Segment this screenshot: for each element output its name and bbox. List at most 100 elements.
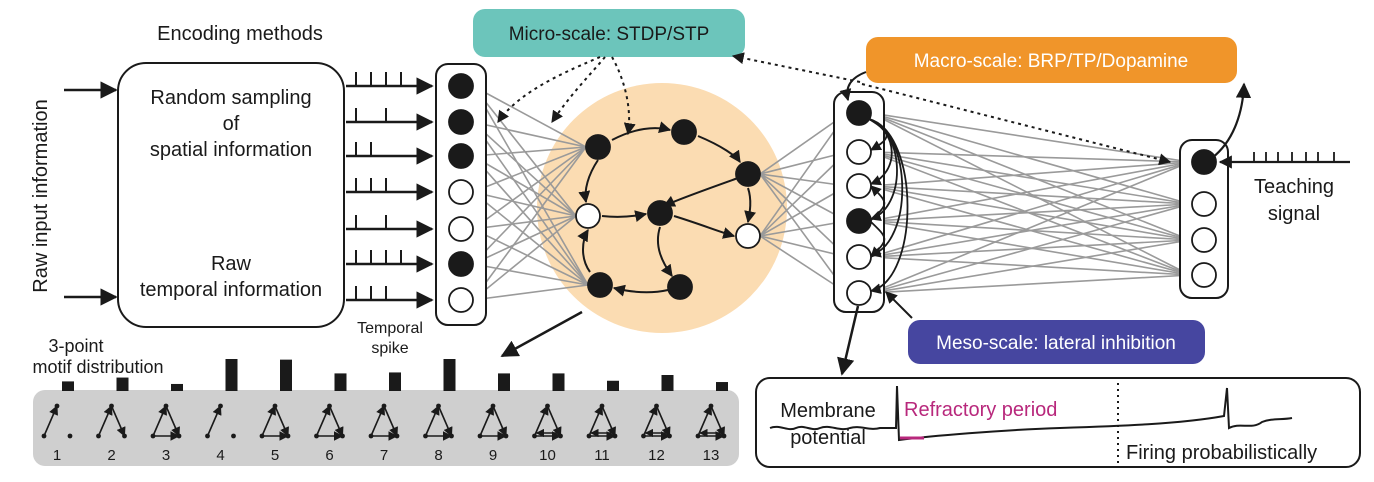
motif-number: 12 bbox=[648, 447, 665, 464]
reservoir-arrow bbox=[697, 135, 741, 163]
input-neuron bbox=[448, 179, 474, 205]
motif-node bbox=[231, 433, 236, 439]
input-neuron bbox=[448, 73, 474, 99]
input-reservoir-connection bbox=[472, 85, 587, 148]
motif-node bbox=[449, 433, 454, 439]
connection-lines bbox=[472, 85, 1191, 301]
hidden-output-connection bbox=[870, 239, 1191, 294]
reservoir-hidden-connection bbox=[759, 151, 848, 237]
hidden-output-connection bbox=[870, 161, 1191, 294]
reservoir-hidden-connection bbox=[759, 235, 848, 258]
reservoir-arrow bbox=[611, 121, 672, 141]
membrane-trace bbox=[769, 385, 1293, 442]
hidden-output-connection bbox=[870, 185, 1191, 205]
motif-edge bbox=[601, 405, 616, 437]
hidden-output-connection bbox=[870, 203, 1191, 294]
hidden-neuron bbox=[846, 244, 872, 270]
macro-to-hidden-arrow bbox=[839, 71, 867, 102]
motif-number: 6 bbox=[325, 447, 333, 464]
reservoir-neuron bbox=[667, 274, 693, 300]
input-reservoir-connection bbox=[472, 155, 577, 217]
input-neuron bbox=[448, 287, 474, 313]
motif-number: 2 bbox=[107, 447, 115, 464]
lateral-inhibition-arc bbox=[869, 220, 886, 258]
input-reservoir-connection bbox=[472, 263, 589, 286]
reservoir-to-motif-arrow bbox=[500, 310, 583, 358]
teaching-label-1: Teaching bbox=[1254, 176, 1334, 198]
motif-glyph bbox=[695, 403, 727, 441]
motif-bar bbox=[116, 377, 129, 391]
input-neuron bbox=[448, 216, 474, 242]
motif-edge bbox=[152, 405, 167, 437]
teaching-label-2: signal bbox=[1268, 203, 1320, 225]
motif-edge bbox=[97, 405, 113, 437]
encoding-box bbox=[117, 62, 345, 328]
motif-glyph bbox=[368, 403, 400, 441]
motif-node bbox=[708, 403, 714, 409]
motif-edge bbox=[110, 405, 126, 437]
reservoir-hidden-connection bbox=[759, 151, 848, 175]
motif-bar bbox=[280, 359, 292, 391]
reservoir-arrow bbox=[673, 215, 736, 239]
hidden-neuron bbox=[846, 173, 872, 199]
motif-node bbox=[490, 403, 496, 409]
reservoir-hidden-connection bbox=[759, 173, 848, 294]
motif-bar bbox=[661, 375, 674, 391]
motif-node bbox=[641, 433, 646, 439]
hidden-output-connection bbox=[870, 112, 1191, 163]
motif-node bbox=[163, 403, 169, 409]
lateral-inhibition-arc bbox=[868, 118, 909, 294]
encoding-box-text-1a: Random sampling bbox=[150, 87, 311, 109]
motif-glyph bbox=[96, 403, 127, 439]
motif-node bbox=[394, 433, 400, 439]
reservoir-arrow bbox=[601, 210, 648, 223]
motif-edge bbox=[315, 405, 331, 437]
motif-node bbox=[150, 433, 156, 439]
motif-number: 1 bbox=[53, 447, 61, 464]
motif-number: 10 bbox=[539, 447, 556, 464]
motif-node bbox=[285, 433, 291, 439]
input-reservoir-connection bbox=[472, 121, 587, 148]
motif-node bbox=[545, 403, 550, 409]
output-neuron bbox=[1191, 227, 1217, 253]
hidden-output-connection bbox=[870, 151, 1191, 241]
motif-glyph bbox=[641, 403, 672, 441]
input-neuron bbox=[448, 109, 474, 135]
encoding-box-text-1c: spatial information bbox=[150, 139, 312, 161]
motif-glyph bbox=[41, 403, 73, 439]
reservoir-hidden-connection bbox=[759, 112, 848, 175]
hidden-to-membrane-arrow bbox=[837, 305, 860, 376]
hidden-output-connection bbox=[870, 203, 1191, 222]
lateral-inhibition-arrows bbox=[868, 118, 909, 294]
hidden-output-connection bbox=[870, 151, 1191, 205]
motif-edge bbox=[492, 405, 507, 437]
motif-node bbox=[436, 403, 441, 409]
input-reservoir-connection bbox=[472, 228, 589, 286]
motif-node bbox=[340, 433, 345, 439]
motif-node bbox=[96, 433, 101, 439]
motif-node bbox=[327, 403, 332, 409]
reservoir-neuron bbox=[647, 200, 673, 226]
reservoir-neuron bbox=[671, 119, 697, 145]
motif-bar bbox=[498, 373, 510, 391]
motif-number: 8 bbox=[434, 447, 442, 464]
motif-node bbox=[586, 433, 592, 439]
reservoir-neuron bbox=[587, 272, 613, 298]
reservoir-neuron bbox=[575, 203, 601, 229]
motif-node bbox=[109, 403, 114, 409]
motif-glyph bbox=[532, 403, 563, 441]
reservoir-neuron bbox=[585, 134, 611, 160]
motif-title-2: motif distribution bbox=[32, 357, 163, 377]
micro-dotted-arrow-2 bbox=[551, 56, 606, 123]
raw-input-label: Raw input information bbox=[30, 99, 52, 292]
motif-node bbox=[368, 433, 374, 439]
input-reservoir-connection bbox=[472, 146, 587, 157]
motif-edge bbox=[261, 405, 276, 437]
meso-scale-label: Meso-scale: lateral inhibition bbox=[936, 333, 1176, 354]
lateral-inhibition-arc bbox=[869, 185, 886, 222]
spike-trains bbox=[346, 72, 434, 309]
motif-node bbox=[259, 433, 265, 439]
input-reservoir-connection bbox=[472, 191, 589, 286]
motif-node bbox=[205, 433, 210, 439]
motif-edge bbox=[43, 405, 58, 437]
